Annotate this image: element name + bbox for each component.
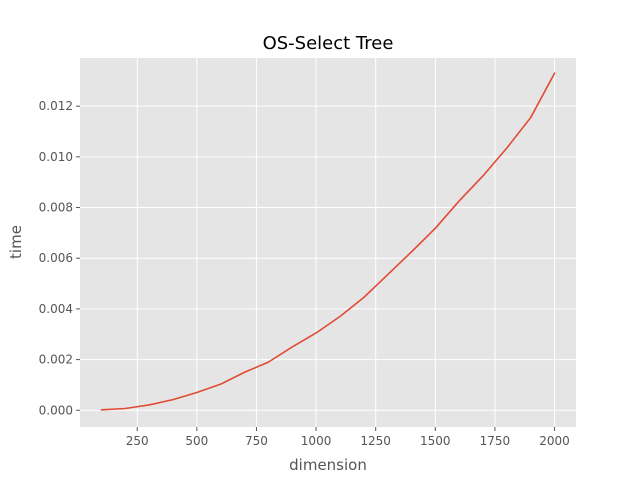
x-tick-label: 2000 bbox=[539, 434, 570, 448]
x-tick-label: 1500 bbox=[420, 434, 451, 448]
plot-area bbox=[80, 58, 576, 427]
x-axis-label: dimension bbox=[289, 456, 367, 474]
series-line bbox=[100, 72, 556, 411]
chart-title: OS-Select Tree bbox=[263, 33, 394, 54]
x-tick-label: 1250 bbox=[360, 434, 391, 448]
y-tick-label: 0.008 bbox=[39, 201, 73, 215]
x-tick-label: 750 bbox=[245, 434, 268, 448]
y-tick-label: 0.002 bbox=[39, 353, 73, 367]
y-tick-label: 0.010 bbox=[39, 150, 73, 164]
x-tick-label: 1750 bbox=[480, 434, 511, 448]
axis-ticks: 250 500 750 1000 1250 1500 1750 2000 0.000 0.002 0… bbox=[39, 99, 570, 448]
y-tick-label: 0.006 bbox=[39, 251, 73, 265]
y-tick-label: 0.012 bbox=[39, 99, 73, 113]
y-axis-label: time bbox=[7, 225, 25, 259]
x-tick-label: 1000 bbox=[301, 434, 332, 448]
x-tick-label: 250 bbox=[126, 434, 149, 448]
series-layer bbox=[100, 72, 556, 411]
y-tick-label: 0.000 bbox=[39, 403, 73, 417]
x-tick-label: 500 bbox=[185, 434, 208, 448]
grid bbox=[80, 58, 576, 427]
y-tick-label: 0.004 bbox=[39, 302, 73, 316]
